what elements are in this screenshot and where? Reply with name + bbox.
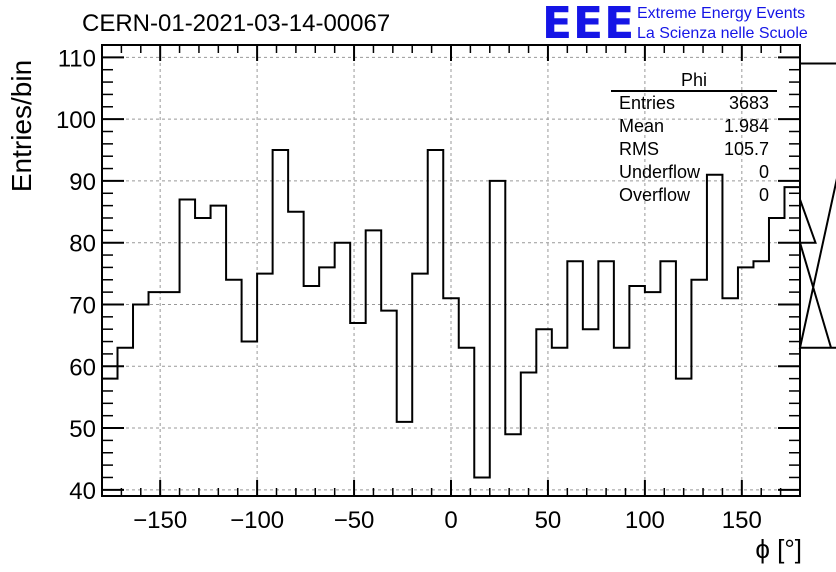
histogram-bin xyxy=(784,187,800,496)
histogram-bin xyxy=(614,348,630,496)
axis-ticks xyxy=(101,44,801,496)
histogram-bin xyxy=(753,261,769,496)
x-tick-label: 150 xyxy=(722,507,762,534)
histogram-bin xyxy=(180,199,196,496)
y-tick-label: 90 xyxy=(69,169,96,196)
x-tick-label: 0 xyxy=(444,507,457,534)
histogram-bin xyxy=(226,280,242,496)
histogram-bin xyxy=(412,274,428,496)
histogram-bin xyxy=(567,261,583,496)
histogram-bin xyxy=(304,286,320,496)
histogram-bin xyxy=(722,298,738,496)
histogram-bin xyxy=(366,230,382,496)
logo-caption: Extreme Energy Events La Scienza nelle S… xyxy=(637,4,808,44)
histogram-bin xyxy=(459,348,475,496)
stats-value: 3683 xyxy=(728,93,769,113)
x-axis-label: ϕ [°] xyxy=(755,534,802,564)
histogram-bin xyxy=(149,292,165,496)
x-tick-label: 100 xyxy=(625,507,665,534)
x-tick-label: −100 xyxy=(230,507,284,534)
histogram-bin xyxy=(660,261,676,496)
stats-label: Mean xyxy=(619,116,665,136)
y-tick-label: 110 xyxy=(58,45,96,72)
stats-value: 0 xyxy=(758,162,769,182)
y-tick-label: 40 xyxy=(69,478,96,505)
y-tick-label: 100 xyxy=(56,107,96,134)
stats-label: RMS xyxy=(619,139,659,159)
logo-caption-line1: Extreme Energy Events xyxy=(637,5,806,22)
histogram-bin xyxy=(118,348,134,496)
y-tick-label: 70 xyxy=(69,292,96,319)
y-tick-label: 80 xyxy=(69,231,96,258)
histogram-outline xyxy=(102,62,836,479)
y-axis-label: Entries/bin xyxy=(6,59,37,193)
eee-logo: EEE xyxy=(542,0,636,49)
stats-row-rms: RMS 105.7 xyxy=(611,138,777,161)
histogram-bin xyxy=(769,218,785,496)
run-title: CERN-01-2021-03-14-00067 xyxy=(82,10,391,37)
histogram-bin xyxy=(350,323,366,496)
histogram-bin xyxy=(676,379,692,496)
histogram-bin xyxy=(397,422,413,496)
tick-labels: −150 −100 −50 0 50 100 150 40 50 60 70 80 90 100 110 xyxy=(56,45,762,534)
histogram-bin xyxy=(288,212,304,496)
histogram-bin xyxy=(521,372,537,496)
histogram-bin xyxy=(381,311,397,496)
histogram-bin xyxy=(738,267,754,496)
histogram-bin xyxy=(133,304,149,496)
stats-label: Overflow xyxy=(619,185,691,205)
histogram-bin xyxy=(583,329,599,496)
histogram-bin xyxy=(428,150,444,496)
y-tick-label: 50 xyxy=(69,416,96,443)
histogram-bin xyxy=(443,298,459,496)
histogram-bin xyxy=(691,280,707,496)
histogram-bin xyxy=(102,379,118,496)
histogram-bin xyxy=(164,292,180,496)
x-tick-label: −150 xyxy=(133,507,187,534)
histogram-bin xyxy=(273,150,289,496)
stats-label: Underflow xyxy=(619,162,701,182)
x-tick-label: 50 xyxy=(535,507,562,534)
stats-row-overflow: Overflow 0 xyxy=(611,184,777,207)
histogram-bin xyxy=(505,434,521,496)
y-tick-label: 60 xyxy=(69,354,96,381)
stats-row-mean: Mean 1.984 xyxy=(611,115,777,138)
stats-box: Phi Entries 3683 Mean 1.984 RMS 105.7 Un… xyxy=(611,70,777,207)
histogram-bin xyxy=(242,342,258,496)
histogram-bin xyxy=(598,261,614,496)
histogram-bin xyxy=(319,267,335,496)
stats-label: Entries xyxy=(619,93,676,113)
histogram-bin xyxy=(707,175,723,496)
histogram-bin xyxy=(335,243,351,496)
stats-row-entries: Entries 3683 xyxy=(611,92,777,115)
histogram-bin xyxy=(645,292,661,496)
stats-value: 0 xyxy=(758,185,769,205)
stats-row-underflow: Underflow 0 xyxy=(611,161,777,184)
histogram-bin xyxy=(474,477,490,496)
stats-title: Phi xyxy=(611,70,777,92)
stats-value: 1.984 xyxy=(723,116,769,136)
histogram-bin xyxy=(536,329,552,496)
logo-caption-line2: La Scienza nelle Scuole xyxy=(637,25,808,42)
histogram-bin xyxy=(490,181,506,496)
histogram-bin xyxy=(629,286,645,496)
stats-value: 105.7 xyxy=(723,139,769,159)
plot-frame xyxy=(101,44,801,497)
histogram-bin xyxy=(211,206,227,496)
x-tick-label: −50 xyxy=(334,507,375,534)
histogram-bin xyxy=(257,274,273,496)
histogram-bin xyxy=(552,348,568,496)
histogram-bin xyxy=(195,218,211,496)
